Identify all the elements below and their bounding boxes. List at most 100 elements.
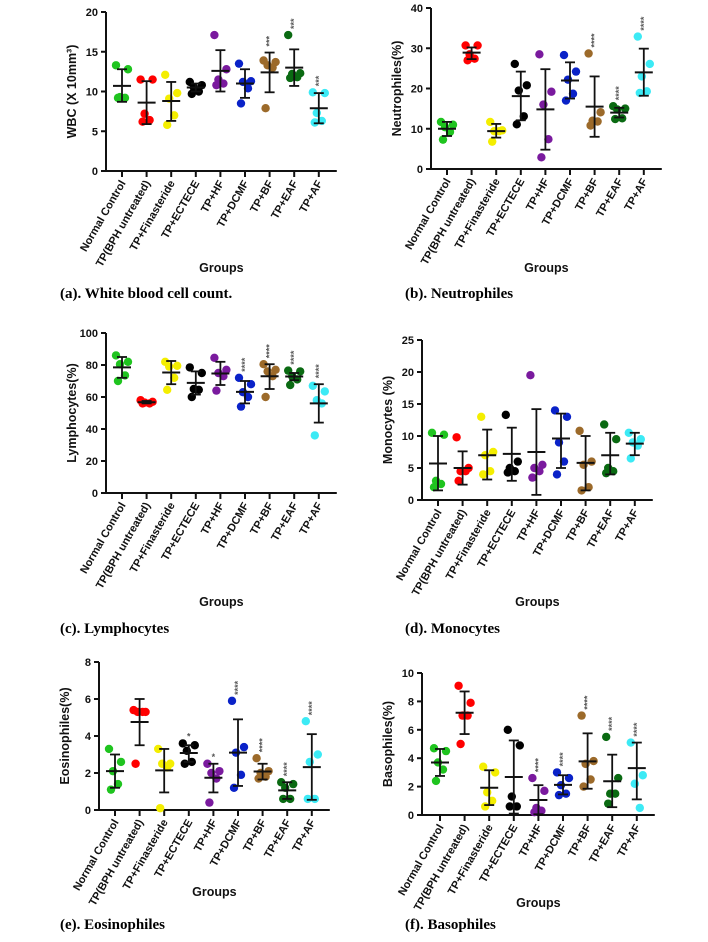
data-point	[131, 759, 140, 768]
data-point	[123, 357, 133, 366]
data-point	[229, 783, 239, 792]
data-point	[210, 30, 219, 40]
significance-marker: ****	[614, 86, 624, 101]
y-tick-label: 10	[402, 431, 414, 443]
data-point	[602, 732, 611, 742]
y-tick-label: 0	[85, 805, 91, 817]
data-point	[205, 798, 214, 807]
significance-marker: ****	[314, 364, 324, 379]
y-tick-label: 8	[85, 657, 91, 669]
panel-caption: (e). Eosinophiles	[60, 917, 165, 933]
data-point	[170, 373, 179, 382]
data-point	[165, 362, 174, 371]
data-point	[584, 49, 593, 58]
data-point	[227, 696, 237, 706]
data-point	[161, 70, 170, 80]
data-point	[163, 120, 172, 130]
y-axis-label: Monocytes (%)	[381, 376, 395, 464]
data-point	[296, 367, 305, 376]
y-tick-label: 20	[86, 456, 98, 468]
y-tick-label: 2	[408, 782, 414, 794]
data-point	[439, 430, 449, 439]
data-point	[600, 420, 609, 429]
data-point	[586, 121, 595, 130]
x-axis-label: Groups	[199, 595, 243, 609]
data-point	[113, 93, 123, 103]
data-point	[429, 744, 439, 753]
y-tick-label: 20	[411, 84, 423, 96]
data-point	[481, 802, 490, 811]
data-point	[178, 739, 187, 748]
y-tick-label: 40	[411, 3, 423, 15]
data-point	[104, 744, 114, 754]
y-tick-label: 5	[408, 463, 414, 475]
data-point	[593, 117, 602, 126]
data-point	[466, 698, 475, 708]
significance-marker: ****	[632, 722, 642, 737]
data-point	[246, 380, 256, 389]
significance-marker: ***	[314, 75, 324, 86]
data-point	[626, 454, 635, 463]
y-axis-label: Basophiles(%)	[381, 701, 395, 787]
data-point	[477, 412, 486, 421]
data-point	[501, 410, 510, 420]
data-point	[621, 104, 630, 113]
y-tick-label: 20	[86, 7, 98, 19]
data-point	[636, 435, 645, 444]
data-point	[559, 50, 569, 60]
y-tick-label: 0	[408, 495, 414, 507]
significance-marker: ****	[558, 752, 568, 767]
data-point	[522, 81, 531, 90]
data-point	[602, 468, 611, 478]
data-point	[513, 457, 522, 466]
data-point	[473, 41, 482, 50]
x-axis-label: Groups	[515, 595, 559, 609]
significance-marker: *	[187, 731, 191, 741]
data-point	[571, 67, 581, 76]
y-tick-label: 20	[402, 367, 414, 379]
panel-caption: (c). Lymphocytes	[60, 621, 169, 637]
data-point	[544, 135, 553, 144]
data-point	[624, 428, 633, 437]
significance-marker: ****	[639, 16, 649, 31]
data-point	[222, 65, 231, 74]
data-point	[252, 754, 261, 763]
data-point	[489, 447, 498, 457]
data-point	[215, 766, 224, 776]
data-point	[190, 741, 199, 750]
data-point	[185, 363, 194, 372]
data-point	[586, 775, 595, 784]
data-point	[113, 376, 123, 386]
data-point	[535, 467, 544, 476]
y-tick-label: 80	[86, 360, 98, 372]
y-tick-label: 5	[92, 126, 98, 138]
data-point	[234, 59, 244, 68]
significance-marker: ****	[258, 738, 268, 753]
data-point	[635, 803, 644, 813]
data-point	[515, 741, 524, 750]
data-point	[301, 717, 310, 726]
y-axis-label: Lymphocytes(%)	[65, 363, 79, 463]
data-point	[483, 788, 492, 797]
significance-marker: ****	[583, 695, 593, 710]
data-point	[630, 779, 639, 788]
data-point	[614, 773, 623, 783]
data-point	[239, 742, 249, 752]
data-point	[626, 738, 635, 747]
y-tick-label: 10	[411, 124, 423, 136]
data-point	[303, 794, 312, 804]
data-point	[537, 806, 546, 815]
data-point	[320, 387, 329, 396]
data-point	[550, 406, 560, 415]
significance-marker: ****	[590, 33, 600, 48]
data-point	[106, 785, 116, 794]
data-point	[308, 88, 317, 97]
data-point	[148, 75, 157, 84]
data-point	[180, 759, 189, 768]
data-point	[234, 373, 244, 382]
data-point	[310, 431, 319, 440]
x-tick-label: TP+AF	[297, 178, 325, 215]
